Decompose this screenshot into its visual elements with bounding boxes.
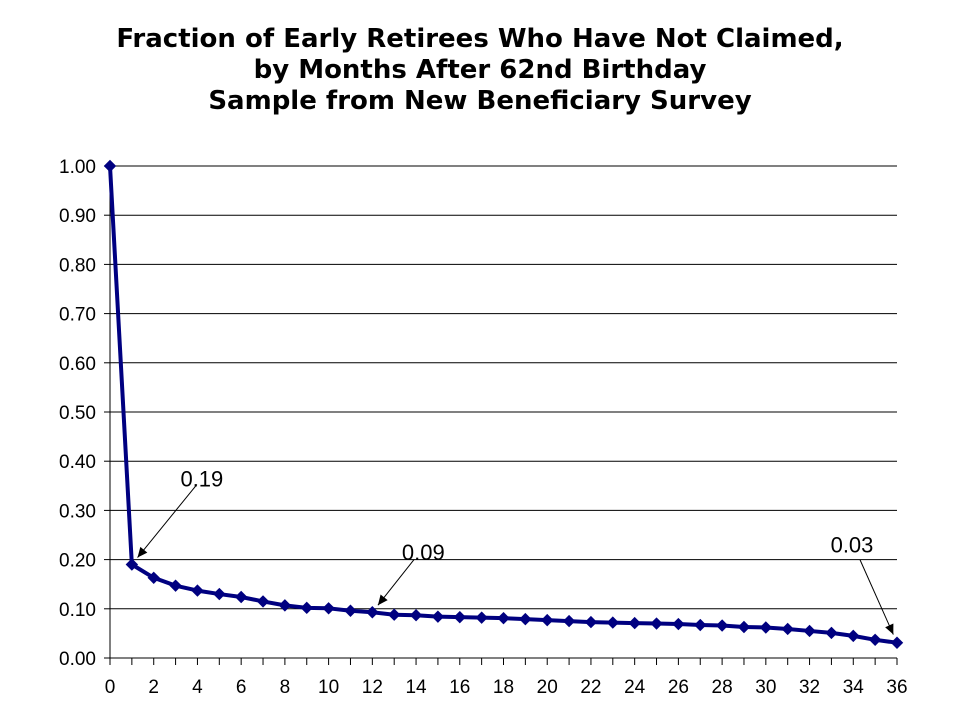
x-tick-label: 24 — [624, 677, 646, 698]
data-point-marker — [825, 626, 838, 640]
data-point-markers — [103, 159, 904, 649]
annotations: 0.19 0.09 0.03 — [137, 467, 894, 635]
x-tick-label: 6 — [236, 677, 247, 698]
data-point-marker — [387, 608, 401, 621]
data-point-marker — [125, 558, 139, 571]
data-point-marker — [213, 587, 226, 601]
y-tick-label: 0.40 — [59, 452, 96, 473]
data-point-marker — [781, 622, 794, 636]
data-point-marker — [409, 608, 423, 622]
x-tick-label: 4 — [192, 677, 203, 698]
data-point-marker — [606, 616, 620, 629]
data-point-marker — [694, 618, 707, 632]
y-tick-label: 0.90 — [59, 206, 96, 227]
data-point-marker — [737, 620, 751, 634]
annotation-label: 0.19 — [180, 467, 223, 492]
y-tick-label: 0.50 — [59, 403, 96, 424]
series-line-layer — [108, 165, 898, 645]
x-tick-label: 8 — [280, 677, 291, 698]
data-point-marker — [497, 611, 510, 625]
data-point-marker — [519, 612, 532, 626]
data-point-marker — [234, 590, 248, 604]
y-tick-label: 0.10 — [59, 600, 96, 621]
x-tick-label: 28 — [712, 677, 733, 698]
chart-title-line-3: Sample from New Beneficiary Survey — [208, 86, 752, 116]
series-line — [108, 165, 898, 645]
data-point-marker — [366, 606, 379, 619]
x-tick-label: 20 — [537, 677, 558, 698]
data-point-marker — [650, 617, 663, 630]
data-point-marker — [584, 615, 598, 629]
x-tick-label: 22 — [580, 677, 601, 698]
data-point-marker — [169, 579, 182, 592]
data-point-marker — [475, 611, 488, 624]
data-point-marker — [278, 599, 292, 612]
y-tick-label: 1.00 — [59, 157, 96, 178]
data-point-marker — [868, 633, 882, 647]
y-tick-label: 0.80 — [59, 255, 96, 276]
annotation-label: 0.03 — [831, 533, 874, 558]
annotation-arrow — [137, 484, 198, 558]
tick-labels: 0.00 0.10 0.20 0.30 0.40 0.50 0.60 0.70 0.80 0.90… — [59, 157, 908, 698]
gridlines — [110, 165, 897, 610]
data-point-marker — [256, 595, 270, 608]
data-point-marker — [322, 602, 335, 615]
x-tick-label: 18 — [493, 677, 514, 698]
y-tick-label: 0.00 — [59, 649, 96, 670]
x-tick-label: 26 — [668, 677, 689, 698]
data-point-marker — [103, 159, 117, 173]
data-point-marker — [541, 613, 554, 627]
annotation-arrowhead — [885, 623, 894, 635]
data-point-marker — [715, 619, 729, 632]
y-tick-label: 0.30 — [59, 501, 96, 522]
data-point-marker — [890, 636, 904, 649]
x-tick-label: 12 — [362, 677, 383, 698]
x-tick-label: 2 — [148, 677, 159, 698]
y-tick-label: 0.60 — [59, 354, 96, 375]
x-tick-label: 32 — [799, 677, 820, 698]
chart-title-line-1: Fraction of Early Retirees Who Have Not … — [116, 24, 844, 54]
data-point-marker — [431, 610, 445, 623]
y-tick-label: 0.20 — [59, 551, 96, 572]
data-point-marker — [803, 624, 816, 638]
axes — [104, 165, 898, 665]
x-tick-label: 10 — [318, 677, 339, 698]
data-point-marker — [562, 614, 576, 628]
y-tick-label: 0.70 — [59, 305, 96, 326]
data-point-marker — [147, 571, 160, 585]
data-point-marker — [847, 629, 860, 643]
chart-title: Fraction of Early Retirees Who Have Not … — [0, 24, 960, 117]
x-tick-label: 36 — [886, 677, 907, 698]
chart-title-line-2: by Months After 62nd Birthday — [253, 55, 707, 85]
x-tick-label: 14 — [405, 677, 427, 698]
data-point-marker — [453, 610, 466, 624]
annotation-label: 0.09 — [402, 540, 445, 565]
x-tick-label: 30 — [755, 677, 776, 698]
annotation-arrowhead — [137, 546, 148, 558]
data-point-marker — [300, 601, 313, 615]
data-point-marker — [344, 604, 357, 617]
annotation-arrow — [859, 559, 894, 635]
data-point-marker — [759, 621, 773, 634]
annotation-arrowhead — [377, 594, 388, 606]
data-point-marker — [628, 616, 641, 630]
x-tick-label: 0 — [105, 677, 116, 698]
x-tick-label: 34 — [843, 677, 865, 698]
x-tick-label: 16 — [449, 677, 470, 698]
data-point-marker — [672, 617, 685, 631]
data-point-marker — [191, 584, 204, 597]
